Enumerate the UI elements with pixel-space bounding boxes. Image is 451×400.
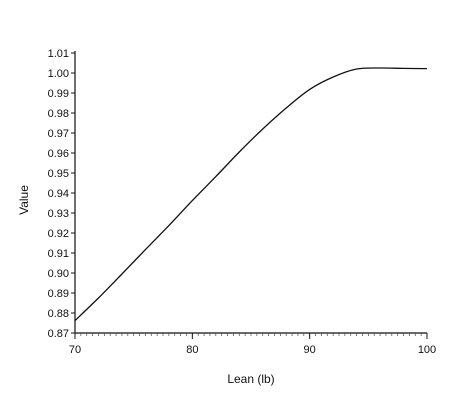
- x-axis: 70 80 90 100: [69, 332, 436, 356]
- y-tick-label: 0.92: [48, 228, 69, 240]
- y-tick-label: 1.00: [48, 68, 69, 80]
- y-tick-label: 0.94: [48, 188, 69, 200]
- x-tick-label: 70: [69, 344, 81, 356]
- y-tick-label: 0.99: [48, 88, 69, 100]
- y-axis: 0.87 0.88 0.89 0.90 0.91 0.92 0.93 0.94 0.95 0.96…: [48, 48, 76, 340]
- series-line-0: [74, 67, 428, 322]
- y-tick-label: 0.90: [48, 268, 69, 280]
- y-axis-title: Value: [17, 185, 31, 215]
- x-tick-label: 90: [304, 344, 316, 356]
- y-tick-label: 0.98: [48, 108, 69, 120]
- y-tick-label: 0.96: [48, 148, 69, 160]
- x-axis-title: Lean (lb): [227, 372, 274, 386]
- x-tick-label: 80: [186, 344, 198, 356]
- x-tick-label: 100: [418, 344, 436, 356]
- y-tick-label: 0.91: [48, 248, 69, 260]
- y-tick-label: 0.95: [48, 168, 69, 180]
- plot-area: [74, 67, 428, 322]
- y-tick-label: 0.89: [48, 288, 69, 300]
- y-tick-label: 0.88: [48, 308, 69, 320]
- y-tick-label: 1.01: [48, 48, 69, 60]
- y-tick-label: 0.97: [48, 128, 69, 140]
- y-tick-label: 0.93: [48, 208, 69, 220]
- y-tick-label: 0.87: [48, 328, 69, 340]
